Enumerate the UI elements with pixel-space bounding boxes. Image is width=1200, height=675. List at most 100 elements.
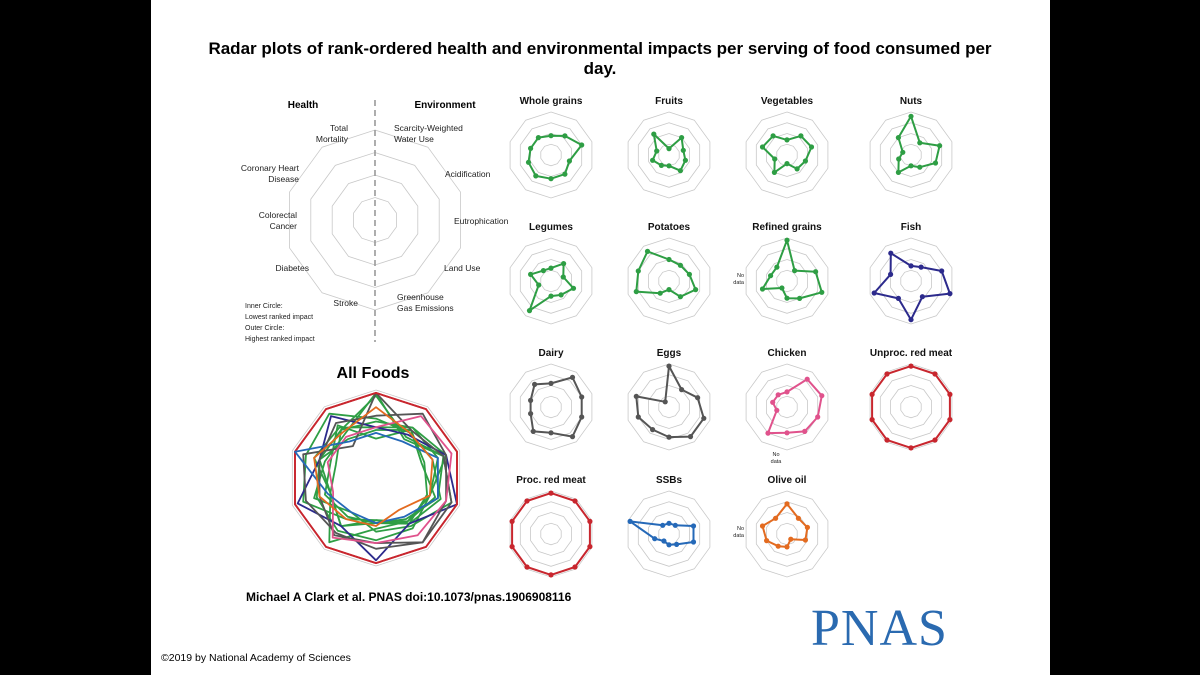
legend-axis-label: Eutrophication: [454, 216, 509, 226]
grid-ring: [879, 122, 943, 188]
data-point: [644, 248, 651, 254]
grid-ring: [755, 122, 819, 188]
data-point: [548, 490, 554, 496]
data-point: [650, 157, 656, 163]
all-foods-title: All Foods: [337, 365, 410, 382]
no-data-label: data: [771, 459, 783, 465]
data-point: [784, 161, 790, 167]
data-point: [917, 164, 923, 170]
data-point: [536, 282, 542, 288]
panel-title: Fish: [901, 222, 922, 233]
data-point: [509, 544, 515, 550]
grid-ring: [890, 385, 932, 429]
data-point: [900, 149, 906, 155]
panel-title: Eggs: [657, 348, 682, 359]
small-multiples-grid: Whole grains Fruits Vegetables Nuts Legumes P…: [509, 96, 953, 578]
data-point: [908, 363, 914, 369]
grid-ring: [776, 395, 798, 419]
data-point: [888, 250, 894, 256]
legend-axis-label: Coronary Heart: [241, 163, 300, 173]
grid-ring: [745, 111, 829, 199]
data-point: [509, 518, 515, 525]
legend-note: Inner Circle:: [245, 303, 283, 310]
data-point: [908, 163, 914, 169]
grid-ring: [509, 237, 593, 325]
grid-ring: [648, 133, 690, 177]
legend-axis-label: Disease: [268, 174, 299, 184]
data-point: [548, 176, 554, 182]
data-point: [633, 393, 639, 399]
data-point: [813, 269, 819, 275]
data-point: [661, 538, 667, 544]
grid-ring: [509, 363, 593, 451]
data-point: [932, 437, 938, 443]
data-point: [650, 427, 656, 433]
panel-vegetables: Vegetables: [745, 96, 829, 199]
data-point: [792, 268, 798, 274]
figure-canvas: Radar plots of rank-ordered health and e…: [161, 39, 992, 664]
environment-header: Environment: [414, 100, 476, 111]
data-point: [666, 163, 672, 169]
data-point: [687, 434, 694, 440]
data-point: [937, 143, 943, 149]
data-point: [548, 572, 554, 578]
data-point: [635, 268, 641, 274]
grid-ring: [766, 133, 808, 177]
data-point: [884, 437, 890, 443]
no-data-label: No: [737, 526, 744, 532]
grid-ring: [509, 111, 593, 199]
data-point: [784, 430, 790, 436]
panel-fruits: Fruits: [627, 96, 711, 199]
data-point: [682, 157, 689, 163]
grid-ring: [869, 363, 953, 451]
data-point: [524, 498, 530, 504]
panel-dairy: Dairy: [509, 348, 593, 451]
figure-title: Radar plots of rank-ordered health and e…: [208, 39, 991, 78]
grid-ring: [627, 237, 711, 325]
data-point: [579, 142, 585, 148]
panel-unproc-red-meat: Unproc. red meat: [869, 348, 953, 451]
data-point: [932, 371, 938, 377]
data-point: [819, 289, 825, 295]
panel-title: Unproc. red meat: [870, 348, 953, 359]
grid-ring: [776, 522, 798, 546]
grid-ring: [879, 374, 943, 440]
no-data-label: data: [733, 533, 745, 539]
data-point: [759, 144, 766, 150]
data-point: [540, 268, 546, 274]
data-point: [672, 522, 678, 528]
legend-note: Lowest ranked impact: [245, 314, 313, 321]
data-point: [771, 169, 778, 175]
series-line: [761, 502, 809, 548]
data-point: [895, 135, 902, 141]
data-point: [662, 399, 668, 405]
grid-ring: [766, 385, 808, 429]
data-point: [633, 289, 639, 295]
data-point: [908, 263, 914, 269]
data-point: [815, 414, 821, 420]
data-point: [535, 135, 541, 141]
data-point: [561, 261, 567, 267]
data-point: [804, 376, 810, 382]
data-point: [896, 156, 902, 162]
grid-ring: [627, 111, 711, 199]
data-point: [660, 522, 666, 528]
data-point: [788, 536, 794, 542]
data-point: [775, 543, 781, 549]
data-point: [690, 539, 697, 545]
title-line: day.: [584, 59, 617, 78]
data-point: [548, 293, 554, 299]
data-point: [784, 501, 790, 507]
data-point: [802, 158, 809, 164]
series-line: [635, 365, 705, 439]
data-point: [784, 237, 790, 243]
data-point: [566, 158, 572, 164]
data-point: [587, 544, 593, 550]
grid-ring: [755, 501, 819, 567]
legend-axis-label: Gas Emissions: [397, 303, 454, 313]
all-foods-series-line: [318, 428, 437, 544]
data-point: [677, 294, 684, 300]
data-point: [690, 523, 697, 529]
data-point: [917, 140, 923, 146]
data-point: [775, 392, 781, 398]
